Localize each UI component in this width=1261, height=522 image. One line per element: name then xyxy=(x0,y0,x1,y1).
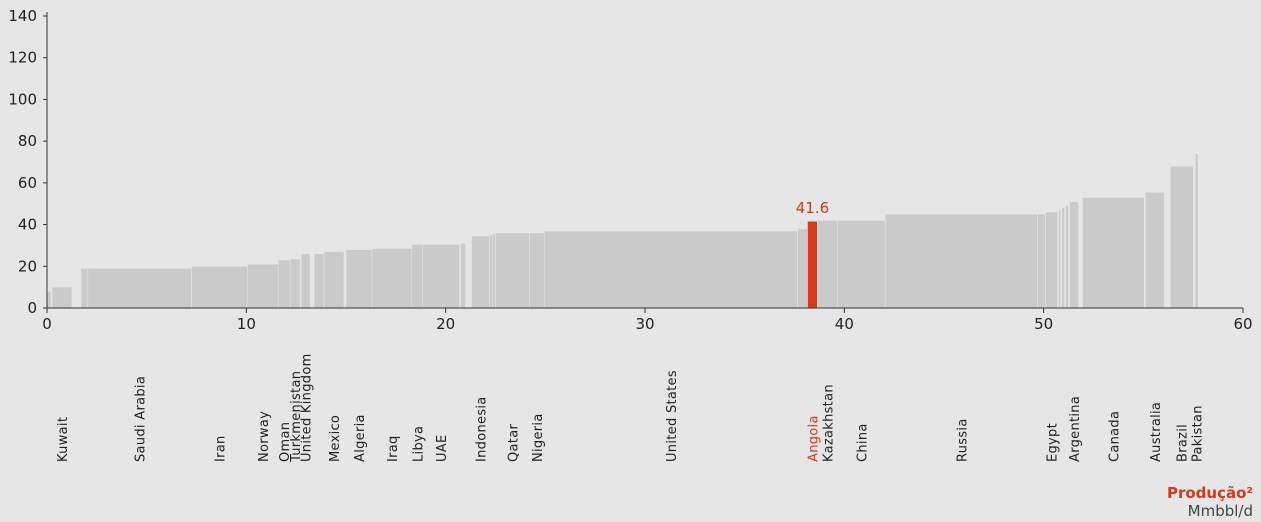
category-label: Indonesia xyxy=(475,396,490,462)
bar-31 xyxy=(1065,205,1069,309)
bar-15 xyxy=(460,243,466,309)
y-tick-label: 120 xyxy=(8,49,37,67)
x-tick-label: 0 xyxy=(42,315,52,333)
bar-pakistan xyxy=(1194,153,1199,309)
bar-0 xyxy=(46,291,52,309)
category-label: United States xyxy=(665,370,680,462)
category-label: Pakistan xyxy=(1191,405,1206,462)
bar-29 xyxy=(1058,209,1061,309)
category-label: Kuwait xyxy=(56,417,71,462)
bar-17 xyxy=(489,234,493,309)
bar-libya xyxy=(411,244,424,309)
category-label: UAE xyxy=(435,434,450,462)
category-label: Kazakhstan xyxy=(821,384,836,462)
category-label: Brazil xyxy=(1176,424,1191,462)
bar-iran xyxy=(191,265,248,309)
x-tick-label: 40 xyxy=(835,315,854,333)
bar-nigeria xyxy=(529,232,545,309)
bar-united-kingdom xyxy=(300,253,311,309)
bar-27 xyxy=(1037,213,1046,309)
bar-18 xyxy=(492,233,496,309)
bar-30 xyxy=(1061,207,1065,309)
bar-iraq xyxy=(371,248,413,309)
category-label: Saudi Arabia xyxy=(134,376,149,462)
bar-mexico xyxy=(323,251,345,309)
y-tick-label: 40 xyxy=(18,216,37,234)
bar-australia xyxy=(1145,191,1165,309)
bar-brazil xyxy=(1169,165,1194,309)
category-label: Canada xyxy=(1107,411,1122,462)
category-label: Russia xyxy=(955,418,970,462)
category-label: Norway xyxy=(257,411,272,462)
highlight-value-label: 41.6 xyxy=(796,199,829,217)
category-label: Nigeria xyxy=(531,413,546,462)
y-tick-label: 80 xyxy=(18,132,37,150)
bar-egypt xyxy=(1045,211,1058,309)
category-label: Algeria xyxy=(353,414,368,462)
bar-2 xyxy=(80,268,89,309)
bar-turkmenistan xyxy=(289,258,301,309)
category-label: China xyxy=(855,423,870,462)
bar-22 xyxy=(797,228,808,309)
category-label: Libya xyxy=(411,426,426,462)
bar-algeria xyxy=(345,249,373,309)
category-label: Turkmenistan xyxy=(289,371,304,463)
x-tick-label: 60 xyxy=(1233,315,1252,333)
bar-uae xyxy=(422,244,460,309)
y-tick-label: 0 xyxy=(27,299,37,317)
x-tick-label: 50 xyxy=(1034,315,1053,333)
category-label: Egypt xyxy=(1046,423,1061,462)
x-tick-label: 20 xyxy=(436,315,455,333)
bar-china xyxy=(837,220,886,309)
y-tick-label: 140 xyxy=(8,7,37,25)
category-label: Iran xyxy=(213,435,228,462)
y-tick-label: 100 xyxy=(8,90,37,108)
bar-russia xyxy=(884,213,1038,309)
bar-9 xyxy=(313,253,325,309)
bar-canada xyxy=(1082,197,1145,309)
category-label: Argentina xyxy=(1068,396,1083,462)
bar-kuwait xyxy=(51,286,73,309)
bar-saudi-arabia xyxy=(87,268,192,309)
category-label: Angola xyxy=(806,415,821,462)
category-label: Mexico xyxy=(328,415,343,462)
x-axis-unit: Mmbbl/d xyxy=(1187,502,1253,520)
bar-kazakhstan xyxy=(817,220,838,309)
bar-qatar xyxy=(495,232,530,309)
axis-layer: 0 20 40 60 80 100 120 140 0 10 20 30 40 50 60 xyxy=(8,7,1252,333)
bar-norway xyxy=(247,263,279,309)
category-label: Qatar xyxy=(506,424,521,462)
category-label: Iraq xyxy=(386,435,401,462)
bar-argentina xyxy=(1069,201,1079,309)
bar-angola xyxy=(807,220,818,309)
y-tick-label: 20 xyxy=(18,257,37,275)
category-label: United Kingdom xyxy=(300,353,315,462)
bar-indonesia xyxy=(471,235,490,309)
x-tick-label: 10 xyxy=(237,315,256,333)
category-labels: Kuwait Saudi Arabia Iran Norway OmanTurkmeni… xyxy=(56,353,1206,463)
bar-oman xyxy=(277,259,291,309)
bars-layer: 41.6 xyxy=(46,153,1199,309)
x-axis-title: Produção² xyxy=(1166,484,1253,502)
category-label: Oman xyxy=(278,422,293,462)
bar-united-states xyxy=(544,230,798,309)
x-tick-label: 30 xyxy=(635,315,654,333)
y-tick-label: 60 xyxy=(18,174,37,192)
category-label: Australia xyxy=(1149,402,1164,462)
